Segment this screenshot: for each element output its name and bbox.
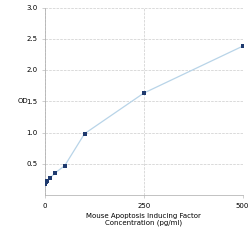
Point (63, 164, 67, 168)
Point (82, 132, 86, 136)
Point (240, 44, 244, 48)
Point (46, 178, 50, 182)
Y-axis label: OD: OD (18, 98, 29, 104)
Point (43, 182, 47, 186)
Point (142, 91, 146, 95)
Point (44, 180, 48, 184)
X-axis label: Mouse Apoptosis Inducing Factor
Concentration (pg/ml): Mouse Apoptosis Inducing Factor Concentr… (86, 213, 201, 226)
Point (53, 171, 57, 175)
Point (48, 176, 52, 180)
